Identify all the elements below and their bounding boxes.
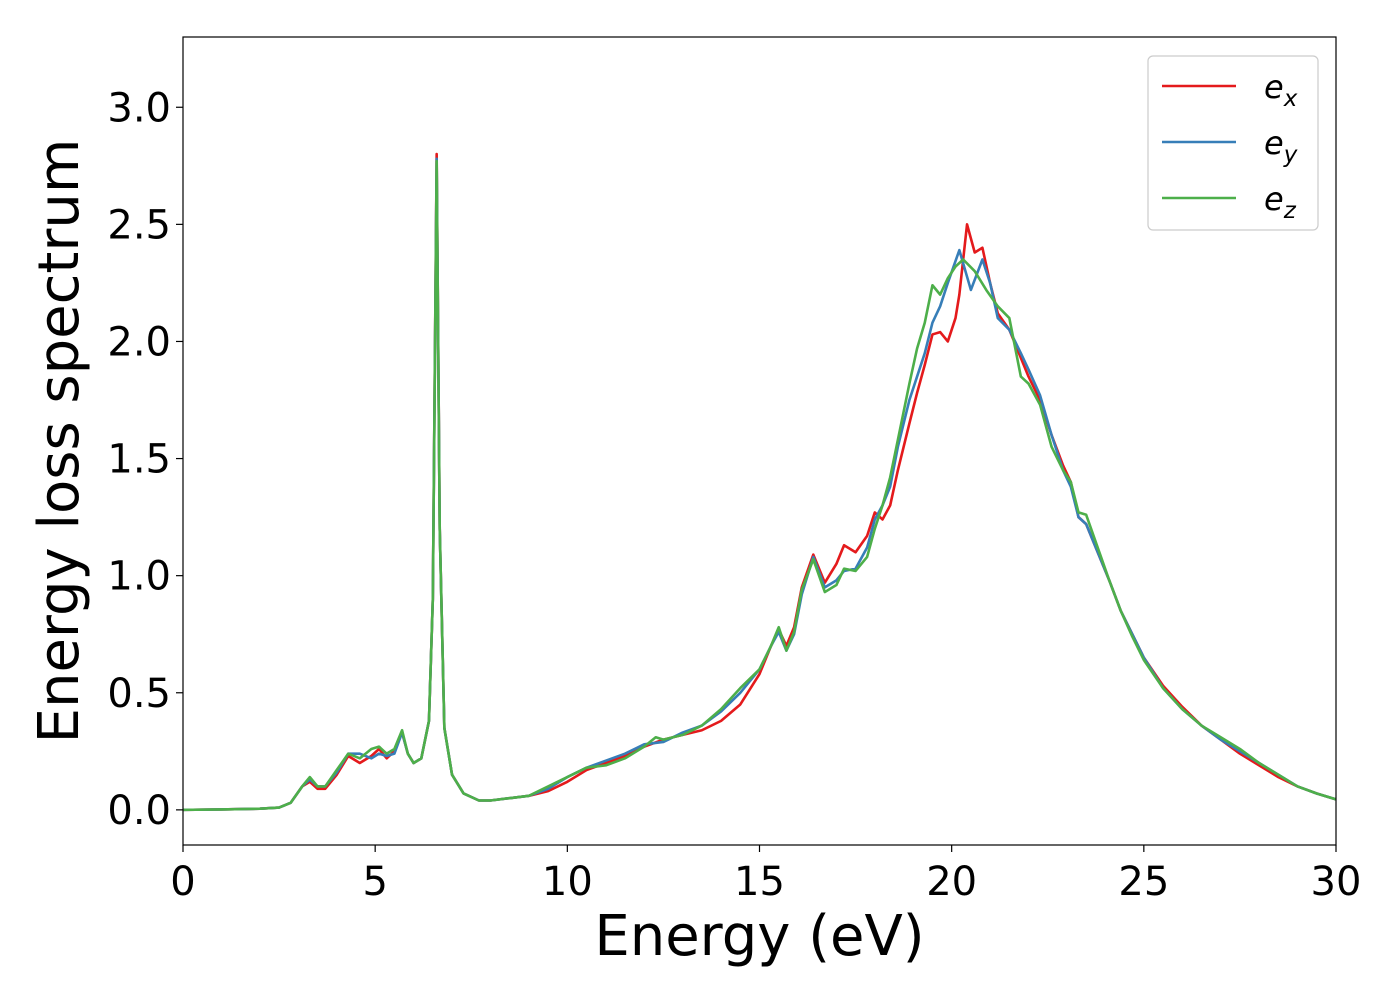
y-tick-label: 2.5: [107, 202, 171, 248]
y-tick-label: 0.5: [107, 671, 171, 717]
y-tick-label: 0.0: [107, 788, 171, 834]
legend-label-ey: ey: [1264, 124, 1298, 168]
x-tick-label: 10: [542, 859, 593, 905]
x-tick-label: 20: [926, 859, 977, 905]
x-axis: 0 5 10 15 20 25 30: [170, 845, 1361, 905]
y-tick-label: 2.0: [107, 319, 171, 365]
x-tick-label: 0: [170, 859, 195, 905]
y-tick-label: 1.0: [107, 554, 171, 600]
y-tick-label: 1.5: [107, 437, 171, 483]
y-axis-title: Energy loss spectrum: [27, 139, 92, 744]
x-tick-label: 5: [362, 859, 387, 905]
y-tick-label: 3.0: [107, 85, 171, 131]
y-axis: 0.0 0.5 1.0 1.5 2.0 2.5 3.0: [107, 85, 183, 834]
x-tick-label: 30: [1311, 859, 1362, 905]
series-layer: [183, 152, 1336, 812]
x-tick-label: 25: [1118, 859, 1169, 905]
legend: ex ey ez: [1147, 55, 1319, 231]
x-axis-title: Energy (eV): [594, 904, 924, 969]
series-line-ez: [183, 159, 1336, 812]
x-tick-label: 15: [734, 859, 785, 905]
legend-label-ex: ex: [1264, 68, 1298, 112]
legend-label-ez: ez: [1264, 180, 1297, 224]
